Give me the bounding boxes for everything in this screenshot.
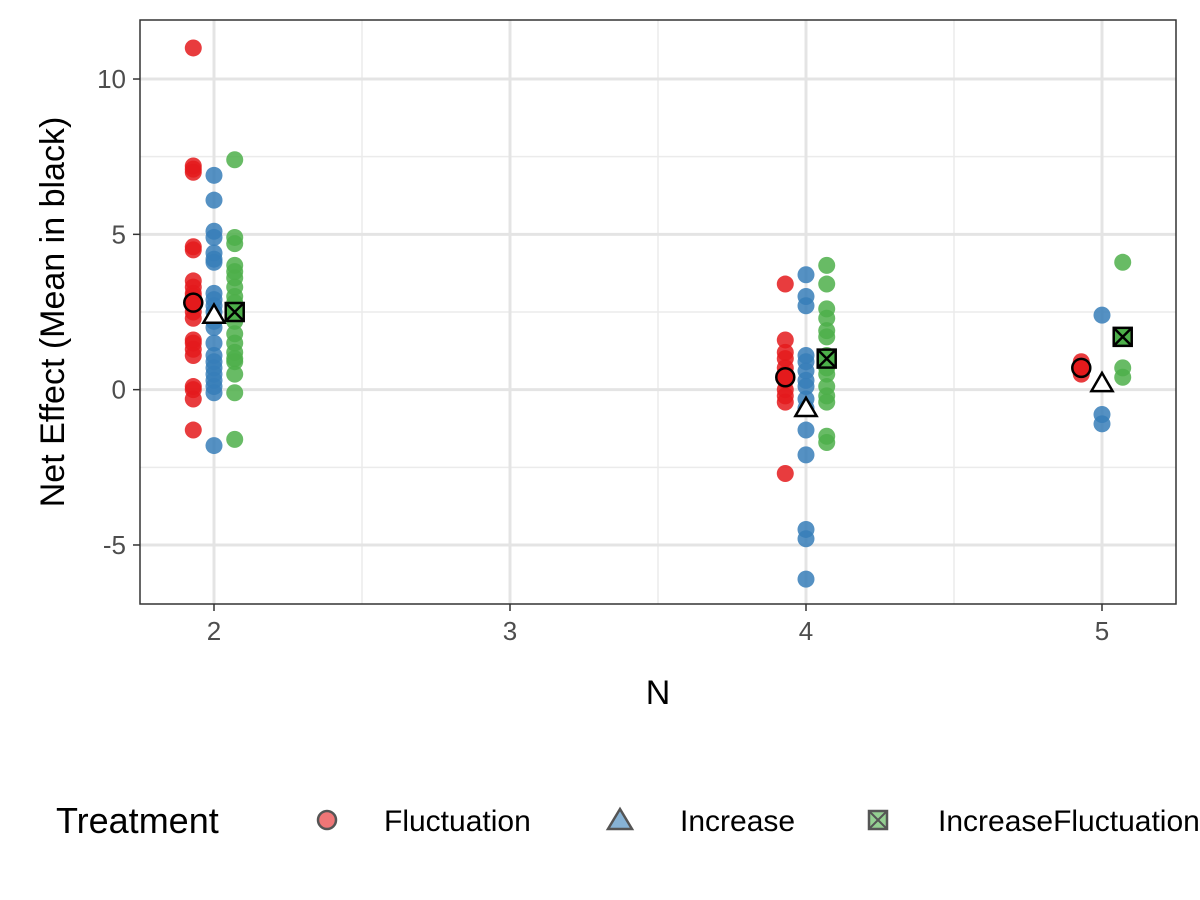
point-increase: [1093, 306, 1111, 324]
legend: Treatment Fluctuation Increase IncreaseFlu…: [56, 800, 1200, 841]
y-tick-label: 10: [97, 64, 126, 94]
legend-label-increasefluctuation: IncreaseFluctuation: [938, 805, 1200, 838]
mean-marker-increase: [201, 302, 227, 325]
point-increasefluctuation: [818, 328, 836, 346]
panel-border: [139, 19, 1177, 605]
grid: [140, 20, 1176, 604]
point-increasefluctuation: [226, 365, 244, 383]
y-tick-label: -5: [103, 530, 126, 560]
x-tick-label: 2: [207, 616, 221, 646]
point-fluctuation: [776, 465, 794, 483]
x-tick-label: 3: [503, 616, 517, 646]
mean-marker-increase: [1089, 370, 1115, 393]
point-increasefluctuation: [818, 393, 836, 411]
point-increasefluctuation: [226, 430, 244, 448]
point-fluctuation: [184, 241, 202, 259]
point-increasefluctuation: [818, 433, 836, 451]
y-tick-label: 0: [112, 375, 126, 405]
point-increase: [797, 421, 815, 439]
point-increase: [205, 166, 223, 184]
point-increase: [797, 266, 815, 284]
point-increase: [205, 334, 223, 352]
legend-title: Treatment: [56, 800, 219, 841]
point-increase: [205, 253, 223, 271]
point-increase: [797, 446, 815, 464]
y-tick-label: 5: [112, 219, 126, 249]
point-increasefluctuation: [226, 353, 244, 371]
mean-marker-fluctuation: [183, 292, 204, 313]
point-fluctuation: [776, 331, 794, 349]
point-increasefluctuation: [226, 235, 244, 253]
point-increasefluctuation: [226, 384, 244, 402]
legend-cross-icon: [868, 810, 888, 830]
data-points: [184, 39, 1132, 588]
point-increasefluctuation: [226, 151, 244, 169]
point-increasefluctuation: [818, 365, 836, 383]
point-fluctuation: [184, 421, 202, 439]
point-increase: [797, 530, 815, 548]
legend-triangle-icon: [605, 806, 635, 831]
point-increase: [797, 297, 815, 315]
point-fluctuation: [776, 393, 794, 411]
point-fluctuation: [184, 39, 202, 57]
x-tick-label: 5: [1095, 616, 1109, 646]
mean-markers: [183, 292, 1133, 418]
point-increase: [205, 191, 223, 209]
mean-marker-fluctuation: [775, 366, 796, 388]
mean-marker-increasefluctuation: [224, 301, 245, 323]
point-increasefluctuation: [1114, 253, 1132, 271]
legend-circle-icon: [316, 809, 338, 831]
legend-key-increase: [605, 806, 635, 831]
point-fluctuation: [184, 309, 202, 327]
point-increase: [205, 384, 223, 402]
point-increase: [797, 378, 815, 396]
mean-marker-increasefluctuation-cross: [1112, 326, 1133, 347]
point-increase: [205, 437, 223, 455]
mean-marker-increasefluctuation: [816, 348, 837, 369]
point-increasefluctuation: [818, 256, 836, 274]
point-increase: [797, 570, 815, 588]
point-increasefluctuation: [818, 275, 836, 293]
y-axis-title: Net Effect (Mean in black): [34, 117, 72, 508]
point-fluctuation: [184, 346, 202, 364]
x-tick-label: 4: [799, 616, 813, 646]
legend-label-fluctuation: Fluctuation: [384, 805, 531, 838]
mean-marker-increasefluctuation-cross: [224, 302, 245, 322]
point-fluctuation: [184, 390, 202, 408]
x-axis-title: N: [646, 674, 671, 712]
point-increase: [205, 228, 223, 246]
legend-label-increase: Increase: [680, 805, 795, 838]
point-increasefluctuation: [1114, 368, 1132, 386]
point-increasefluctuation: [818, 309, 836, 327]
point-fluctuation: [184, 163, 202, 181]
legend-key-increasefluctuation: [867, 809, 889, 831]
mean-marker-increasefluctuation-cross: [816, 348, 837, 369]
point-increase: [1093, 415, 1111, 433]
point-fluctuation: [776, 275, 794, 293]
mean-marker-increasefluctuation: [1112, 326, 1133, 348]
mean-marker-increase: [793, 395, 819, 418]
mean-marker-fluctuation: [1071, 357, 1092, 379]
axes: 2 3 4 5 -5 0 5 10: [97, 64, 1109, 646]
legend-key-fluctuation: [316, 809, 338, 831]
